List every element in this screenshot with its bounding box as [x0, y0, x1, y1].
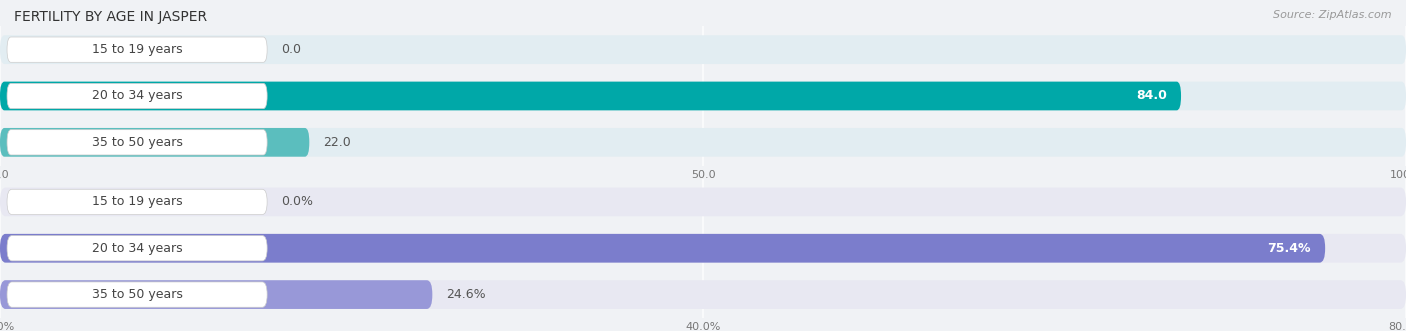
Text: 75.4%: 75.4%	[1268, 242, 1312, 255]
Text: Source: ZipAtlas.com: Source: ZipAtlas.com	[1274, 10, 1392, 20]
Text: 0.0: 0.0	[281, 43, 301, 56]
FancyBboxPatch shape	[0, 280, 433, 309]
Text: 20 to 34 years: 20 to 34 years	[91, 242, 183, 255]
FancyBboxPatch shape	[0, 188, 1406, 216]
Text: 35 to 50 years: 35 to 50 years	[91, 136, 183, 149]
FancyBboxPatch shape	[7, 83, 267, 109]
FancyBboxPatch shape	[0, 234, 1406, 262]
FancyBboxPatch shape	[0, 234, 1324, 262]
Text: 15 to 19 years: 15 to 19 years	[91, 43, 183, 56]
FancyBboxPatch shape	[7, 282, 267, 307]
FancyBboxPatch shape	[0, 280, 1406, 309]
Text: 0.0%: 0.0%	[281, 195, 314, 209]
FancyBboxPatch shape	[0, 35, 1406, 64]
Text: 22.0: 22.0	[323, 136, 352, 149]
FancyBboxPatch shape	[0, 128, 1406, 157]
FancyBboxPatch shape	[7, 236, 267, 261]
FancyBboxPatch shape	[0, 82, 1406, 110]
FancyBboxPatch shape	[0, 128, 309, 157]
FancyBboxPatch shape	[7, 130, 267, 155]
FancyBboxPatch shape	[0, 82, 1181, 110]
Text: 15 to 19 years: 15 to 19 years	[91, 195, 183, 209]
Text: 24.6%: 24.6%	[447, 288, 486, 301]
Text: FERTILITY BY AGE IN JASPER: FERTILITY BY AGE IN JASPER	[14, 10, 207, 24]
FancyBboxPatch shape	[7, 37, 267, 62]
Text: 20 to 34 years: 20 to 34 years	[91, 89, 183, 103]
Text: 84.0: 84.0	[1136, 89, 1167, 103]
Text: 35 to 50 years: 35 to 50 years	[91, 288, 183, 301]
FancyBboxPatch shape	[7, 189, 267, 214]
